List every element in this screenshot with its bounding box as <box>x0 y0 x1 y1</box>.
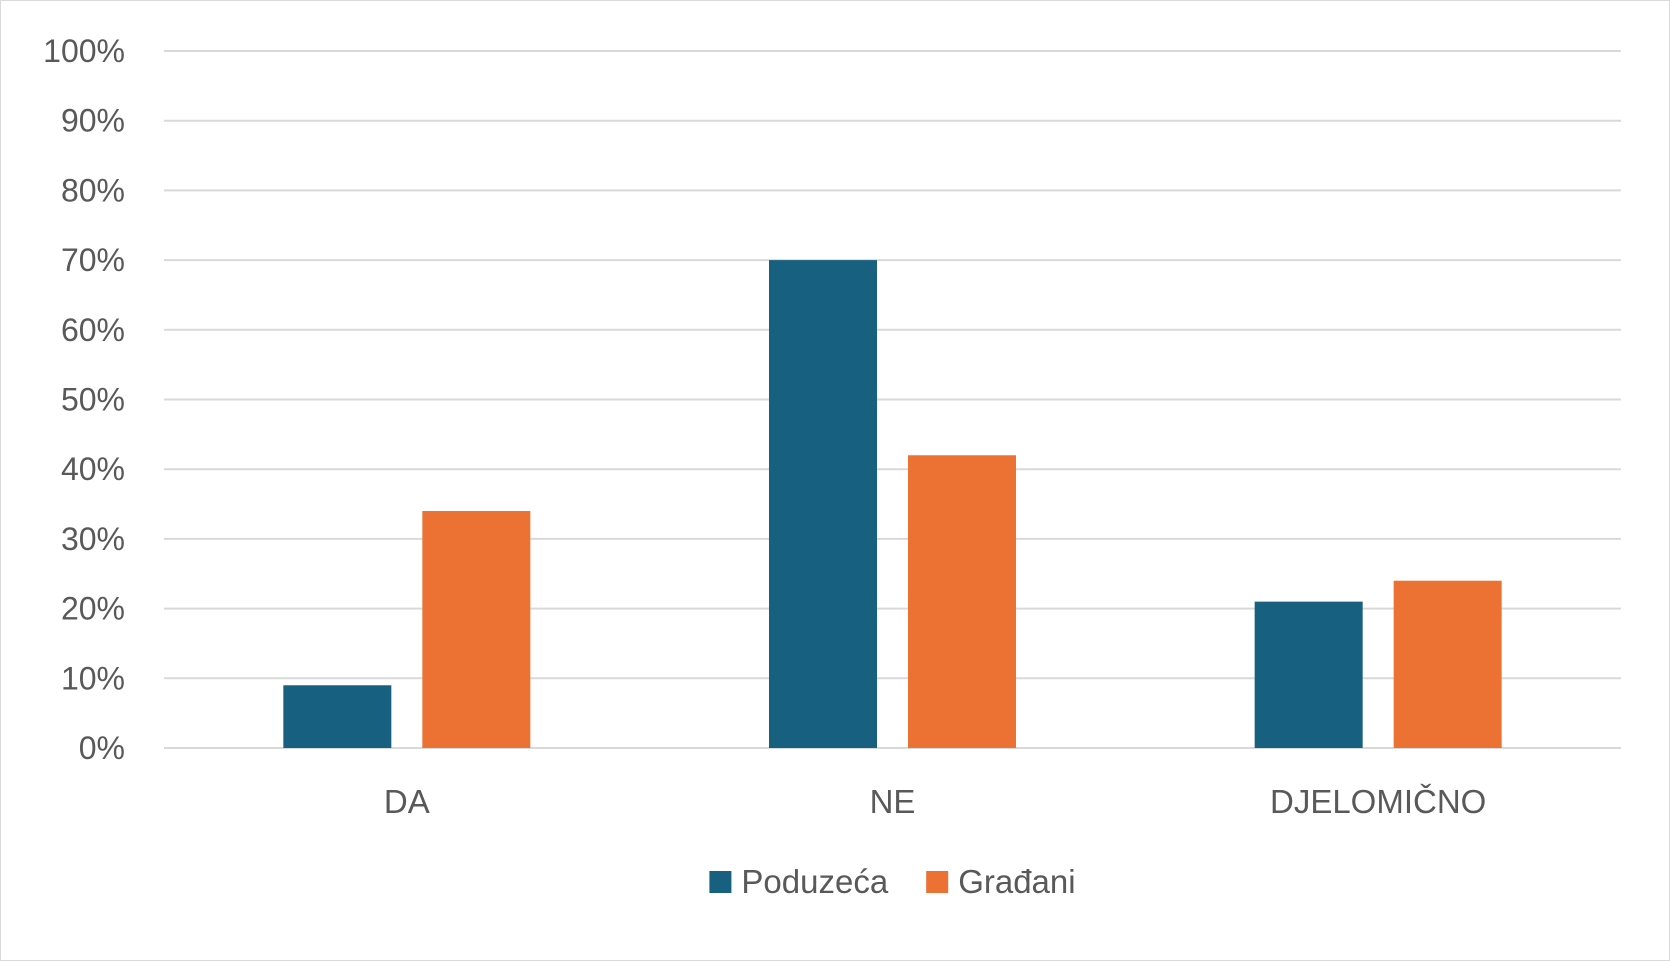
legend-swatch <box>926 871 949 893</box>
legend-label: Građani <box>958 863 1075 900</box>
y-tick-label: 10% <box>61 660 125 696</box>
y-axis-tick-labels: 0% 10% 20% 30% 40% 50% 60% 70% 80% 90% 100% <box>43 33 125 766</box>
legend-item: Poduzeća <box>709 863 889 900</box>
bar-gra-ani-2 <box>1393 580 1502 748</box>
y-tick-label: 40% <box>61 451 125 487</box>
bar-gra-ani-1 <box>908 455 1016 748</box>
x-category-label: DA <box>384 783 430 820</box>
bars <box>283 260 1502 748</box>
x-axis-category-labels: DA NE DJELOMIČNO <box>384 783 1486 820</box>
y-tick-label: 80% <box>61 172 125 208</box>
bar-gra-ani-0 <box>422 511 531 748</box>
y-tick-label: 0% <box>79 730 125 766</box>
legend: Poduzeća Građani <box>709 863 1076 900</box>
bar-poduze-a-1 <box>769 260 877 748</box>
legend-item: Građani <box>926 863 1076 900</box>
y-tick-label: 50% <box>61 382 125 418</box>
y-tick-label: 30% <box>61 521 125 557</box>
x-category-label: NE <box>870 783 916 820</box>
y-tick-label: 20% <box>61 591 125 627</box>
y-tick-label: 90% <box>61 103 125 139</box>
x-category-label: DJELOMIČNO <box>1270 783 1486 820</box>
legend-swatch <box>709 871 732 893</box>
bar-poduze-a-2 <box>1254 601 1363 748</box>
y-tick-label: 60% <box>61 312 125 348</box>
legend-label: Poduzeća <box>741 863 888 900</box>
bar-poduze-a-0 <box>283 685 392 748</box>
gridlines <box>164 50 1621 749</box>
y-tick-label: 70% <box>61 242 125 278</box>
y-tick-label: 100% <box>43 33 125 69</box>
